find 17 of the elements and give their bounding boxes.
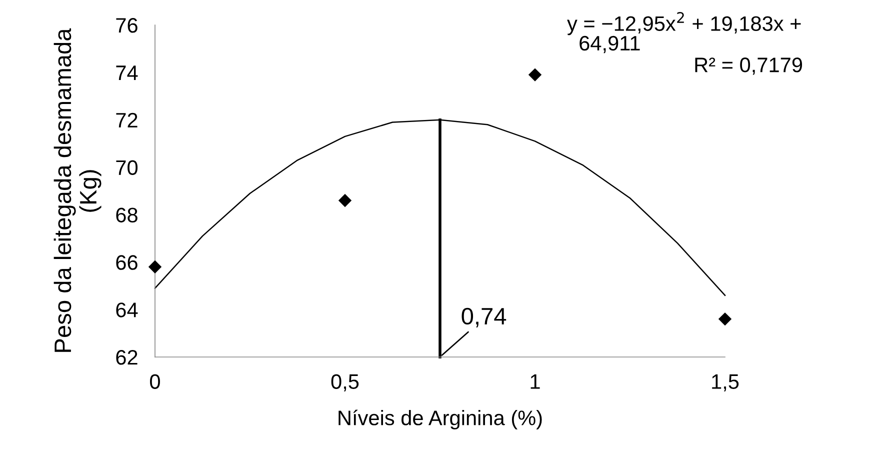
x-axis-title: Níveis de Arginina (%) [338,410,542,430]
annotation: R² = 0,7179 [695,58,802,75]
y-tick-label: 62 [116,350,138,365]
x-tick-label: 1 [530,374,540,389]
x-tick-label: 0,5 [331,374,359,392]
y-tick-label: 72 [116,112,138,128]
y-tick-label: 76 [116,18,138,33]
y-tick-label: 66 [116,255,138,270]
y-tick-label: 64 [116,302,138,318]
text: y = −12,95x$^{2}$ + 19,183x + 64,911 [567,12,801,54]
y-tick-label: 70 [116,160,138,176]
x-tick-label: 0 [150,374,160,389]
annotation: 0,74 [462,308,506,328]
y-axis-title: Peso da leitegada desmamada (Kg) [54,28,102,352]
y-tick-label: 74 [116,66,138,80]
x-tick-label: 1,5 [712,374,739,392]
y-tick-label: 68 [116,208,138,222]
